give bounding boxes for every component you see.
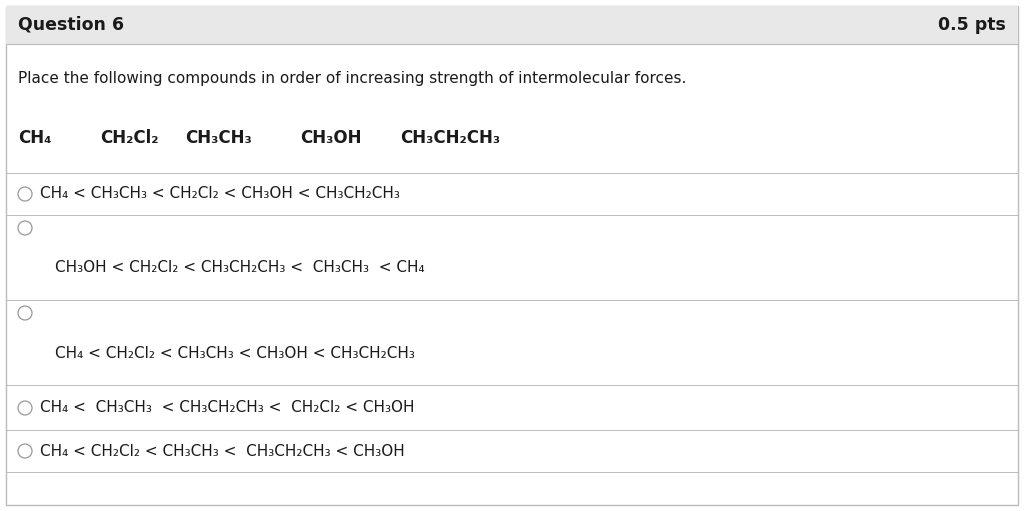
Text: CH₃OH: CH₃OH <box>300 129 361 147</box>
Text: CH₄: CH₄ <box>18 129 51 147</box>
Text: CH₃CH₃: CH₃CH₃ <box>185 129 252 147</box>
Bar <box>6 6 1018 44</box>
Text: CH₄ <  CH₃CH₃  < CH₃CH₂CH₃ <  CH₂Cl₂ < CH₃OH: CH₄ < CH₃CH₃ < CH₃CH₂CH₃ < CH₂Cl₂ < CH₃O… <box>40 401 415 415</box>
Text: Place the following compounds in order of increasing strength of intermolecular : Place the following compounds in order o… <box>18 71 686 85</box>
Text: Question 6: Question 6 <box>18 16 124 34</box>
Text: CH₃CH₂CH₃: CH₃CH₂CH₃ <box>400 129 500 147</box>
Text: CH₄ < CH₃CH₃ < CH₂Cl₂ < CH₃OH < CH₃CH₂CH₃: CH₄ < CH₃CH₃ < CH₂Cl₂ < CH₃OH < CH₃CH₂CH… <box>40 187 400 201</box>
Text: CH₄ < CH₂Cl₂ < CH₃CH₃ < CH₃OH < CH₃CH₂CH₃: CH₄ < CH₂Cl₂ < CH₃CH₃ < CH₃OH < CH₃CH₂CH… <box>55 345 415 360</box>
Text: 0.5 pts: 0.5 pts <box>938 16 1006 34</box>
Text: CH₄ < CH₂Cl₂ < CH₃CH₃ <  CH₃CH₂CH₃ < CH₃OH: CH₄ < CH₂Cl₂ < CH₃CH₃ < CH₃CH₂CH₃ < CH₃O… <box>40 444 404 458</box>
Text: CH₂Cl₂: CH₂Cl₂ <box>100 129 159 147</box>
Text: CH₃OH < CH₂Cl₂ < CH₃CH₂CH₃ <  CH₃CH₃  < CH₄: CH₃OH < CH₂Cl₂ < CH₃CH₂CH₃ < CH₃CH₃ < CH… <box>55 261 425 275</box>
